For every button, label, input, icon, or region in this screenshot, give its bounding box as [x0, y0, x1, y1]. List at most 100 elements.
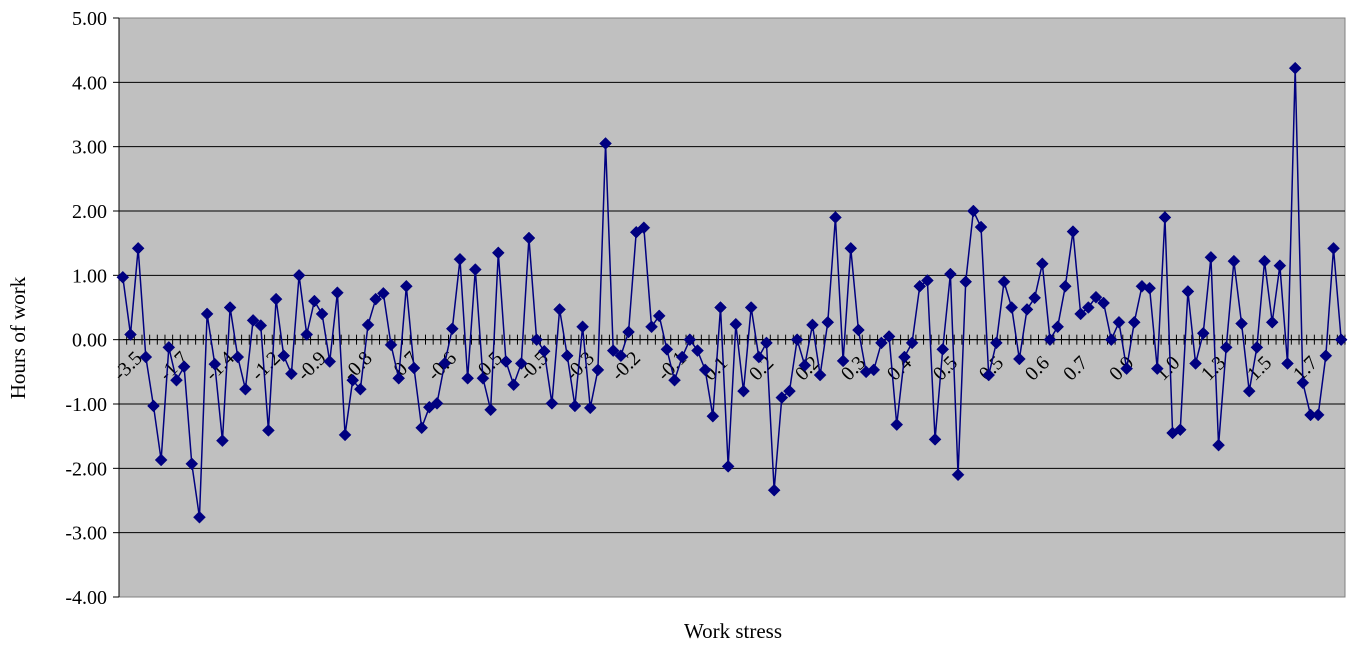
data-point [990, 336, 1003, 350]
data-point [591, 363, 605, 377]
data-point [783, 384, 796, 398]
data-point [560, 349, 574, 363]
data-point [300, 328, 314, 341]
data-point [813, 368, 827, 382]
data-point [767, 483, 781, 497]
data-point [1005, 301, 1019, 314]
data-point [392, 371, 406, 385]
data-point [905, 336, 919, 350]
data-point [775, 391, 789, 404]
data-point [1227, 254, 1241, 268]
data-point [1265, 315, 1279, 329]
data-point [346, 373, 360, 387]
data-point [177, 360, 191, 374]
data-point [308, 294, 321, 308]
data-point [262, 424, 275, 437]
data-point [997, 275, 1011, 289]
data-point [484, 403, 497, 417]
data-point [170, 373, 183, 387]
data-point [1104, 333, 1118, 347]
data-point [491, 246, 505, 260]
data-point [438, 357, 452, 370]
data-point [461, 371, 474, 385]
data-point [208, 357, 222, 371]
data-point [568, 399, 582, 413]
y-tick-label: 5.00 [72, 8, 107, 30]
data-point [1242, 384, 1256, 398]
data-point [744, 301, 758, 314]
data-point [223, 301, 237, 314]
data-point [1028, 291, 1042, 305]
data-point [599, 137, 612, 150]
data-point [913, 279, 927, 293]
y-tick-label: 1.00 [72, 265, 107, 287]
series-line [122, 68, 1342, 518]
data-point [415, 421, 429, 435]
data-point [453, 252, 467, 266]
data-point [1051, 320, 1065, 334]
data-point [445, 322, 459, 336]
data-point [675, 350, 689, 364]
data-point [1173, 423, 1187, 437]
data-point [507, 378, 520, 392]
data-point [668, 373, 681, 387]
data-point [760, 336, 773, 350]
data-point [829, 211, 842, 224]
data-point [1181, 285, 1195, 298]
data-point [1127, 315, 1141, 329]
data-point [1196, 326, 1210, 340]
data-point [852, 323, 865, 337]
data-point [154, 453, 168, 467]
data-point [836, 354, 850, 368]
data-point [1089, 290, 1103, 304]
data-point [660, 342, 674, 356]
data-point [162, 341, 176, 354]
data-point [246, 314, 260, 327]
data-point [967, 204, 980, 218]
data-point [1020, 303, 1034, 316]
data-point [1097, 296, 1110, 310]
data-point [1296, 376, 1310, 390]
data-point [1012, 352, 1026, 366]
data-point [1189, 357, 1202, 370]
data-point [514, 357, 528, 370]
data-point [231, 350, 245, 364]
data-point [898, 350, 911, 364]
data-point [890, 418, 904, 431]
series-group [116, 61, 1348, 524]
data-point [959, 275, 973, 289]
plot-area [118, 17, 1346, 598]
data-point [285, 367, 298, 381]
y-tick-label: 3.00 [72, 137, 107, 159]
data-point [139, 350, 153, 364]
data-point [239, 382, 252, 396]
data-point [338, 428, 352, 442]
data-point [1058, 279, 1072, 293]
data-point [882, 330, 896, 343]
y-axis: -4.00 -3.00 -2.00 -1.00 0.00 1.00 2.00 3.00 4.00… [65, 8, 120, 609]
data-point [384, 338, 398, 352]
data-point [193, 510, 206, 524]
data-point [522, 231, 536, 245]
data-point [974, 220, 988, 234]
data-point [185, 457, 199, 471]
data-point [982, 368, 996, 382]
data-point [798, 359, 812, 372]
data-point [1120, 362, 1133, 375]
y-tick-label: 0.00 [72, 330, 107, 352]
data-point [652, 309, 666, 323]
data-point [921, 274, 934, 287]
data-point [1219, 341, 1233, 354]
data-point [323, 355, 337, 368]
y-tick-label: -2.00 [65, 458, 107, 480]
data-point [729, 317, 743, 331]
data-point [216, 434, 229, 448]
data-point [790, 333, 804, 347]
data-point [399, 279, 413, 293]
data-point [576, 320, 589, 334]
grid-lines [119, 81, 1345, 534]
data-point [1281, 357, 1294, 370]
data-point [928, 433, 942, 446]
